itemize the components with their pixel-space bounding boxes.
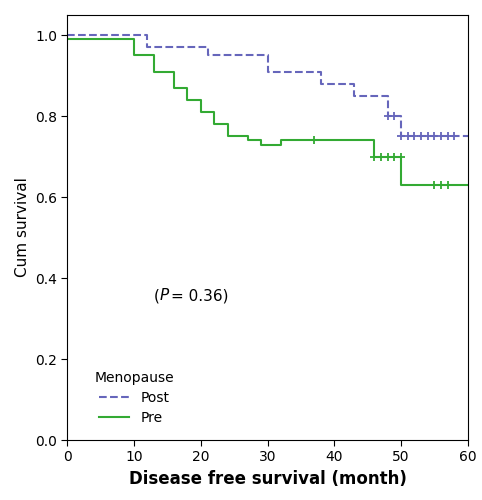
Text: P: P bbox=[160, 288, 169, 304]
Legend: Post, Pre: Post, Pre bbox=[94, 372, 174, 424]
Text: = 0.36): = 0.36) bbox=[171, 288, 228, 304]
X-axis label: Disease free survival (month): Disease free survival (month) bbox=[129, 470, 406, 488]
Text: (: ( bbox=[154, 288, 160, 304]
Y-axis label: Cum survival: Cum survival bbox=[14, 178, 29, 278]
